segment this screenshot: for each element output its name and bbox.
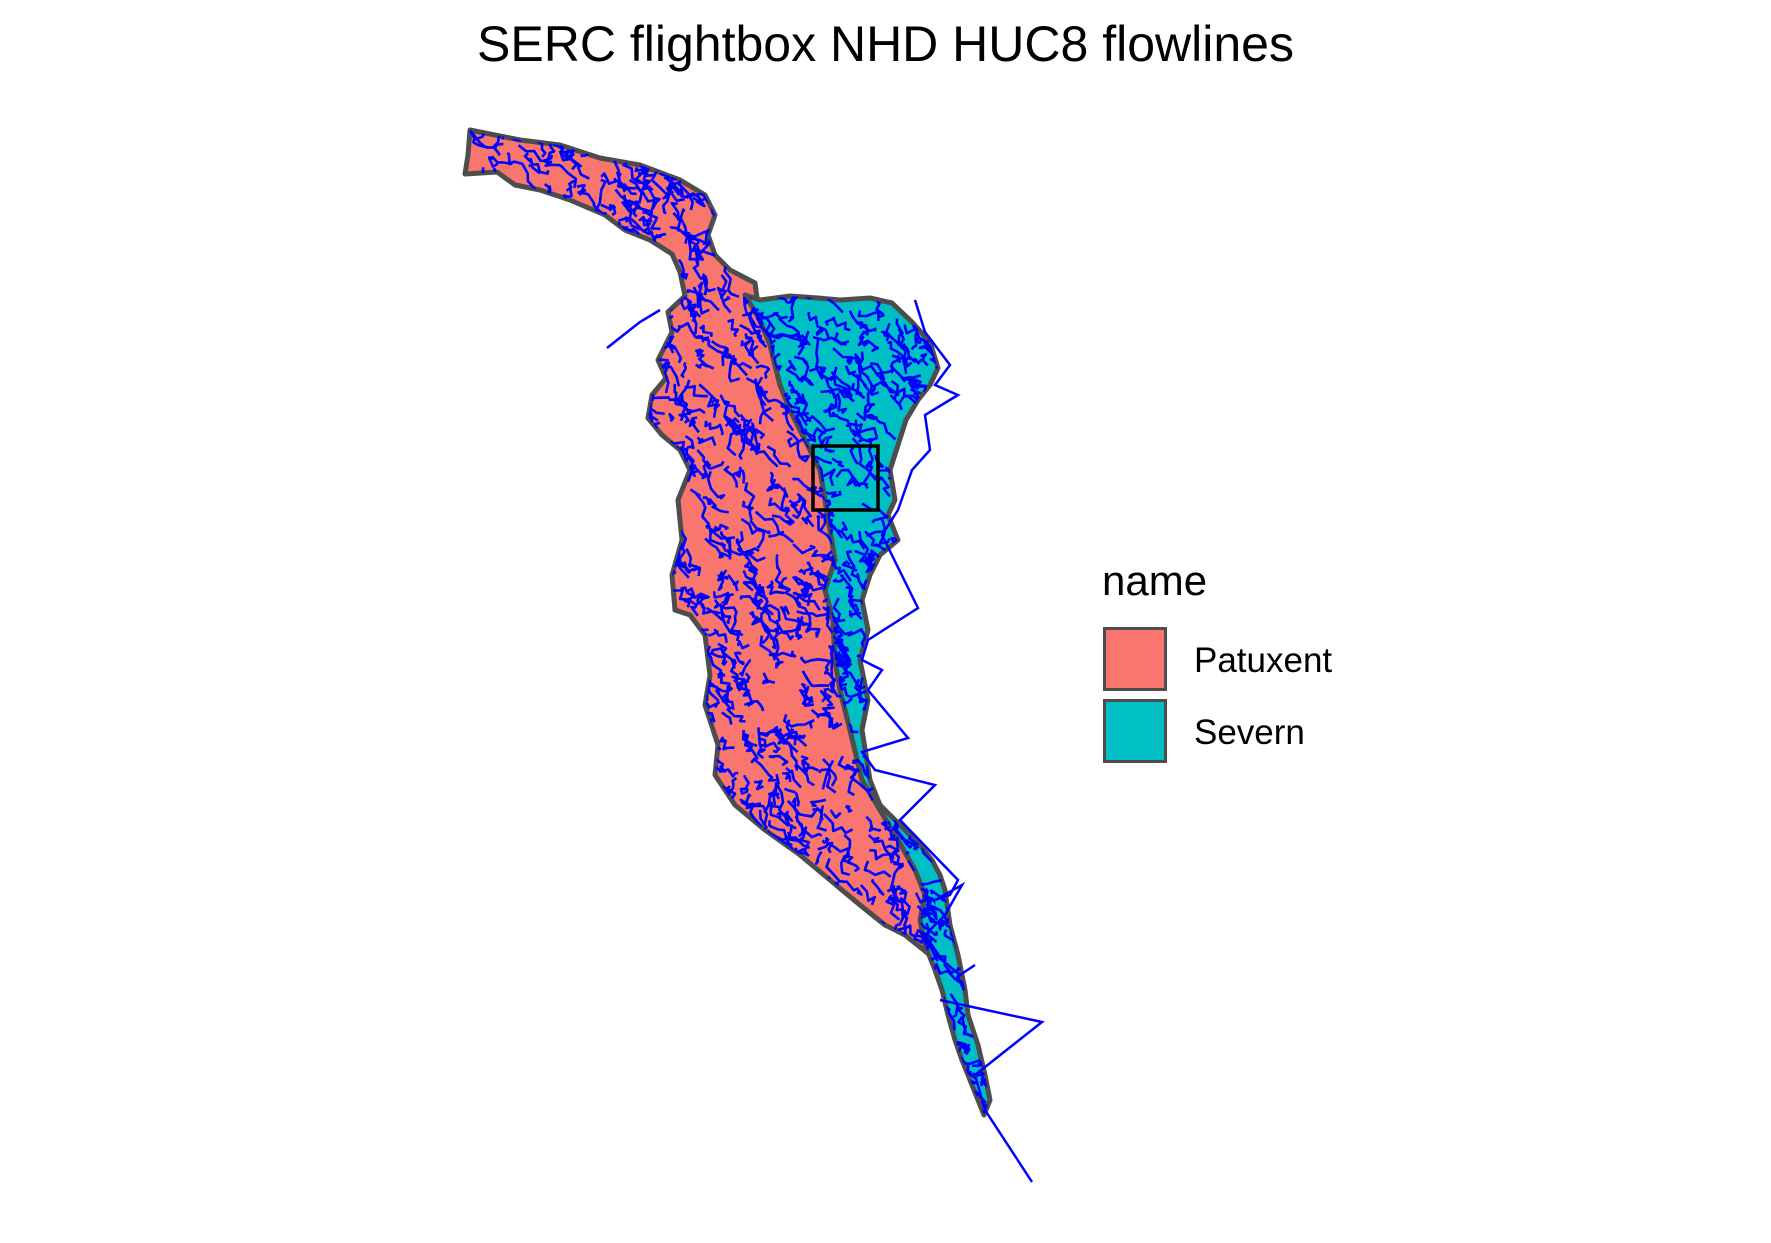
legend-item-patuxent: Patuxent xyxy=(1102,627,1332,699)
legend-label-patuxent: Patuxent xyxy=(1194,641,1333,680)
legend: name Patuxent Severn xyxy=(1102,557,1332,771)
legend-label-severn: Severn xyxy=(1194,713,1305,752)
legend-key-severn xyxy=(1103,699,1167,763)
legend-title: name xyxy=(1102,557,1208,604)
map-title: SERC flightbox NHD HUC8 flowlines xyxy=(477,16,1294,72)
outflow-flowline xyxy=(606,308,661,349)
outflow-flowline xyxy=(939,998,1045,1183)
outflow-flowline xyxy=(859,299,976,977)
legend-item-severn: Severn xyxy=(1102,699,1305,771)
flightbox-rectangle xyxy=(811,444,880,512)
legend-key-patuxent xyxy=(1103,627,1167,691)
